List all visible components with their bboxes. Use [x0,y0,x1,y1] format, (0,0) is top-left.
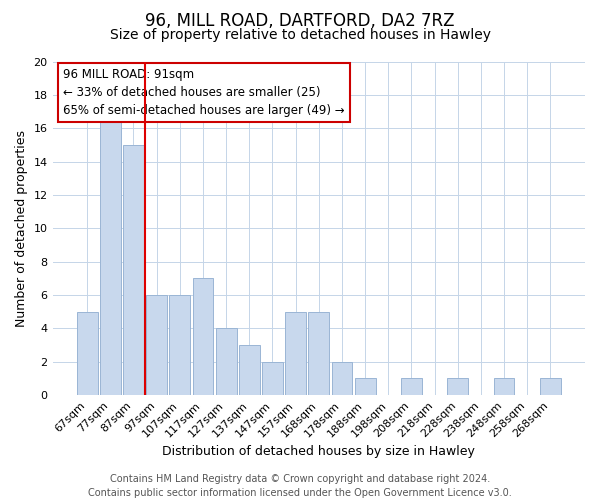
Bar [355,378,376,395]
Bar [285,312,306,395]
Text: 96 MILL ROAD: 91sqm
← 33% of detached houses are smaller (25)
65% of semi-detach: 96 MILL ROAD: 91sqm ← 33% of detached ho… [63,68,345,117]
Text: Contains HM Land Registry data © Crown copyright and database right 2024.
Contai: Contains HM Land Registry data © Crown c… [88,474,512,498]
Y-axis label: Number of detached properties: Number of detached properties [15,130,28,327]
Bar [308,312,329,395]
Bar [77,312,98,395]
Text: 96, MILL ROAD, DARTFORD, DA2 7RZ: 96, MILL ROAD, DARTFORD, DA2 7RZ [145,12,455,30]
Bar [169,295,190,395]
Bar [100,112,121,395]
Bar [494,378,514,395]
Bar [332,362,352,395]
Bar [401,378,422,395]
Text: Size of property relative to detached houses in Hawley: Size of property relative to detached ho… [110,28,491,42]
Bar [216,328,236,395]
Bar [146,295,167,395]
Bar [540,378,561,395]
X-axis label: Distribution of detached houses by size in Hawley: Distribution of detached houses by size … [163,444,475,458]
Bar [239,345,260,395]
Bar [448,378,468,395]
Bar [123,145,144,395]
Bar [193,278,214,395]
Bar [262,362,283,395]
